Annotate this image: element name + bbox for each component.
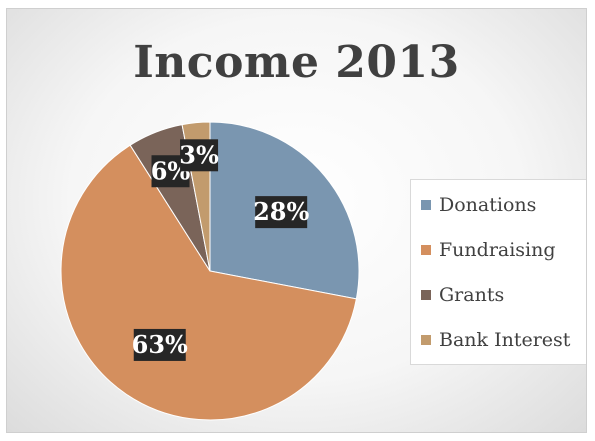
legend: Donations Fundraising Grants Bank Interest <box>410 179 586 365</box>
data-label-text: 3% <box>179 140 219 169</box>
legend-item-grants: Grants <box>421 282 504 308</box>
legend-item-donations: Donations <box>421 192 536 218</box>
legend-label: Donations <box>439 194 537 216</box>
legend-label: Fundraising <box>439 239 556 261</box>
chart-frame: Income 2013 28% 63% 6% 3% Donations Fundrais… <box>6 8 587 433</box>
data-label-donations: 28% <box>253 196 309 229</box>
legend-swatch <box>421 335 431 345</box>
legend-swatch <box>421 200 431 210</box>
data-label-text: 63% <box>132 330 188 359</box>
data-label-box <box>255 196 308 229</box>
legend-swatch <box>421 245 431 255</box>
chart-title: Income 2013 <box>133 37 460 88</box>
data-label-box <box>133 328 186 361</box>
legend-label: Grants <box>439 284 505 306</box>
legend-swatch <box>421 290 431 300</box>
legend-item-fundraising: Fundraising <box>421 237 556 263</box>
pie-chart: 28%63%6%3% <box>60 121 360 421</box>
data-label-bank-interest: 3% <box>179 139 219 172</box>
legend-item-bank-interest: Bank Interest <box>421 327 570 353</box>
data-label-fundraising: 63% <box>132 328 188 361</box>
data-label-box <box>180 139 219 172</box>
legend-label: Bank Interest <box>439 329 571 351</box>
data-label-text: 28% <box>253 197 309 226</box>
